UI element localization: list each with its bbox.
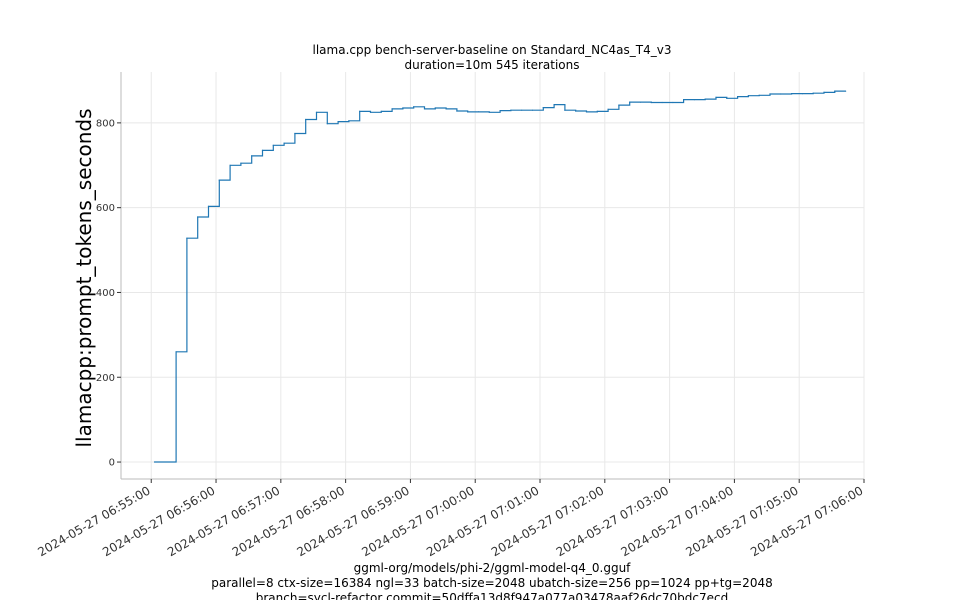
data-point: [477, 111, 480, 113]
data-point: [607, 108, 609, 110]
data-point: [326, 123, 328, 125]
data-point: [639, 101, 642, 103]
x-tick-label: 2024-05-27 07:04:00: [619, 483, 736, 559]
data-point: [618, 104, 620, 106]
data-point: [467, 111, 469, 113]
y-tick-label: 600: [96, 203, 115, 214]
data-point: [229, 164, 231, 166]
data-point: [456, 110, 458, 112]
data-point: [834, 90, 836, 92]
data-point: [315, 111, 318, 113]
x-tick-label: 2024-05-27 07:01:00: [424, 483, 541, 559]
data-point: [596, 110, 598, 112]
x-tick-label: 2024-05-27 06:55:00: [35, 483, 152, 559]
data-point: [726, 97, 728, 99]
data-point: [812, 92, 814, 94]
data-point: [369, 111, 372, 113]
data-point: [769, 93, 771, 95]
grid-lines: [121, 72, 865, 479]
data-point: [823, 91, 825, 93]
data-point: [488, 111, 490, 113]
x-tick-label: 2024-05-27 06:57:00: [165, 483, 282, 559]
data-point: [413, 106, 415, 108]
chart-title: llama.cpp bench-server-baseline on Stand…: [313, 43, 672, 57]
x-tick-label: 2024-05-27 07:06:00: [748, 483, 865, 559]
data-point: [585, 111, 588, 113]
data-point: [758, 94, 760, 96]
x-tick-label: 2024-05-27 06:58:00: [230, 483, 347, 559]
data-point: [801, 93, 804, 95]
data-point: [283, 142, 285, 144]
data-point: [661, 101, 663, 104]
x-tick-label: 2024-05-27 07:05:00: [683, 483, 800, 559]
data-point: [272, 144, 274, 146]
data-point: [791, 93, 793, 95]
y-tick-label: 200: [96, 373, 115, 384]
data-point: [240, 162, 242, 164]
data-point: [423, 108, 426, 110]
data-point: [197, 216, 199, 218]
data-point: [359, 110, 361, 112]
data-point: [737, 96, 739, 98]
data-point: [629, 101, 631, 103]
data-point: [693, 99, 696, 101]
data-point: [294, 132, 296, 135]
series-line-0: [154, 90, 846, 463]
data-point: [672, 101, 674, 104]
chart-subtitle: duration=10m 545 iterations: [405, 58, 580, 72]
data-point: [218, 179, 220, 181]
data-point: [542, 107, 544, 109]
data-point: [521, 109, 523, 111]
caption-line-1: ggml-org/models/phi-2/ggml-model-q4_0.gg…: [354, 561, 632, 575]
data-point: [650, 101, 652, 104]
y-axis-ticks: 0 200 400 600 800: [96, 118, 121, 469]
data-point: [704, 98, 706, 100]
axis-spines: [120, 72, 864, 480]
data-point: [715, 96, 717, 98]
x-tick-label: 2024-05-27 07:03:00: [554, 483, 671, 559]
y-tick-label: 400: [96, 288, 115, 299]
data-point: [553, 104, 555, 106]
data-point: [510, 109, 512, 111]
x-tick-label: 2024-05-27 07:02:00: [489, 483, 606, 559]
x-tick-label: 2024-05-27 07:00:00: [359, 483, 476, 559]
data-point: [261, 149, 264, 151]
data-point: [780, 93, 782, 95]
data-point: [683, 99, 685, 101]
data-point: [531, 109, 534, 111]
data-point: [153, 461, 156, 463]
data-point: [445, 108, 447, 110]
data-point: [499, 110, 501, 112]
data-point: [175, 351, 177, 353]
data-point: [348, 120, 350, 122]
y-axis-label: llamacpp:prompt_tokens_seconds: [72, 108, 96, 447]
data-point: [337, 121, 339, 123]
data-point: [186, 237, 188, 239]
data-point: [747, 95, 750, 97]
y-tick-label: 800: [96, 118, 115, 129]
x-tick-label: 2024-05-27 06:59:00: [295, 483, 412, 559]
caption-line-3: branch=sycl-refactor commit=50dffa13d8f9…: [256, 591, 729, 600]
data-point: [575, 110, 577, 112]
data-point: [305, 118, 307, 121]
data-point: [207, 205, 210, 207]
data-point: [380, 110, 382, 112]
data-point: [251, 155, 253, 157]
data-point: [391, 108, 393, 110]
data-point: [845, 90, 847, 92]
data-point: [434, 107, 436, 109]
x-tick-label: 2024-05-27 06:56:00: [100, 483, 217, 559]
data-point: [402, 107, 404, 109]
data-point: [564, 109, 566, 111]
series-group: [153, 90, 847, 463]
caption-line-2: parallel=8 ctx-size=16384 ngl=33 batch-s…: [211, 576, 772, 590]
y-tick-label: 0: [109, 458, 115, 469]
